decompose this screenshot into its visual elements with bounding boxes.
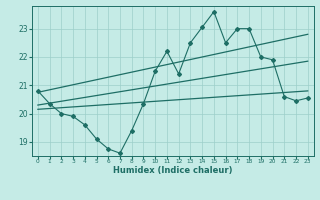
X-axis label: Humidex (Indice chaleur): Humidex (Indice chaleur) <box>113 166 233 175</box>
